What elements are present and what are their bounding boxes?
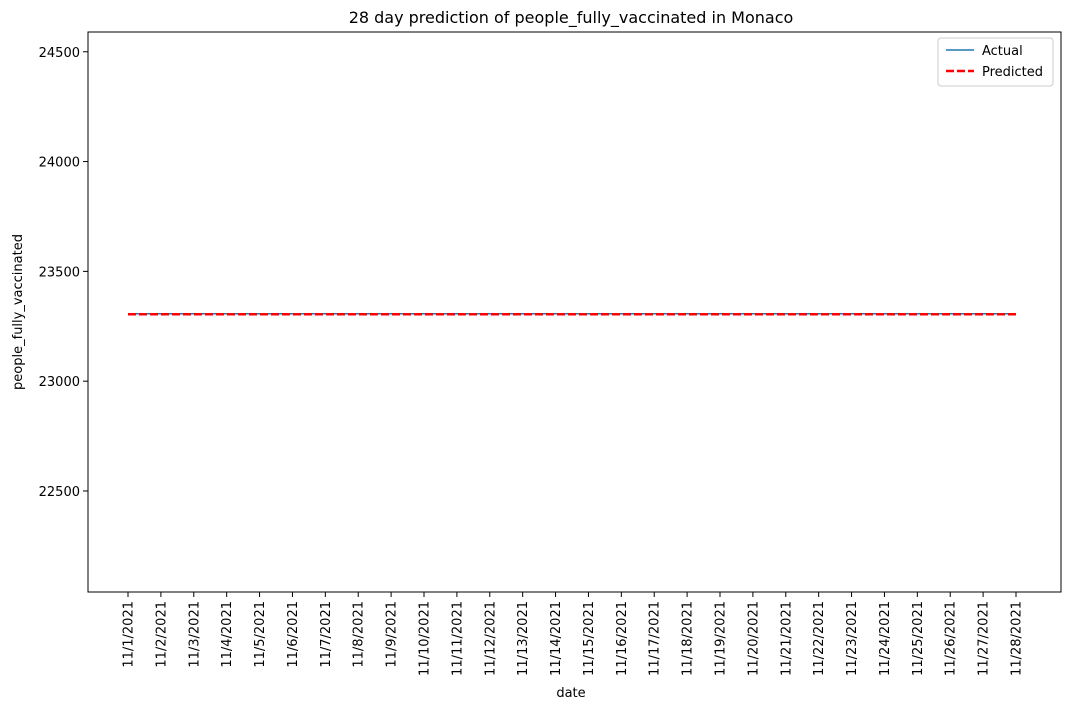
legend-actual-label: Actual <box>982 44 1023 59</box>
x-axis-label: date <box>556 686 585 701</box>
x-tick-label: 11/2/2021 <box>154 601 169 668</box>
x-tick-label: 11/5/2021 <box>253 601 268 668</box>
x-tick-label: 11/19/2021 <box>714 601 729 676</box>
x-tick-label: 11/18/2021 <box>681 601 696 676</box>
plot-frame <box>87 31 1062 593</box>
x-tick-label: 11/4/2021 <box>220 601 235 668</box>
x-tick-label: 11/16/2021 <box>615 601 630 676</box>
x-tick-label: 11/20/2021 <box>746 601 761 676</box>
x-tick-label: 11/7/2021 <box>319 601 334 668</box>
x-tick-label: 11/10/2021 <box>418 601 433 676</box>
x-tick-label: 11/3/2021 <box>187 601 202 668</box>
x-tick-label: 11/8/2021 <box>352 601 367 668</box>
x-tick-label: 11/15/2021 <box>582 601 597 676</box>
legend-predicted-label: Predicted <box>982 65 1043 80</box>
y-axis-label: people_fully_vaccinated <box>11 234 26 390</box>
legend: Actual Predicted <box>937 37 1054 87</box>
y-tick-label: 23000 <box>39 375 80 390</box>
x-tick-label: 11/21/2021 <box>779 601 794 676</box>
y-tick-label: 24500 <box>39 46 80 61</box>
x-tick-label: 11/6/2021 <box>286 601 301 668</box>
x-tick-label: 11/11/2021 <box>450 601 465 676</box>
x-tick-label: 11/1/2021 <box>122 601 137 668</box>
x-tick-label: 11/13/2021 <box>516 601 531 676</box>
x-tick-label: 11/25/2021 <box>911 601 926 676</box>
x-tick-label: 11/14/2021 <box>549 601 564 676</box>
x-tick-label: 11/26/2021 <box>944 601 959 676</box>
x-tick-label: 11/23/2021 <box>845 601 860 676</box>
axes: 22500 23000 23500 24000 24500 11/1/2021 11/2/2… <box>39 31 1062 676</box>
x-tick-label: 11/17/2021 <box>648 601 663 676</box>
y-tick-label: 22500 <box>39 485 80 500</box>
x-tick-label: 11/9/2021 <box>385 601 400 668</box>
chart-title: 28 day prediction of people_fully_vaccin… <box>349 8 794 28</box>
y-tick-label: 24000 <box>39 156 80 171</box>
x-tick-label: 11/22/2021 <box>812 601 827 676</box>
x-tick-label: 11/28/2021 <box>1010 601 1025 676</box>
x-tick-label: 11/24/2021 <box>878 601 893 676</box>
x-tick-label: 11/27/2021 <box>977 601 992 676</box>
x-tick-label: 11/12/2021 <box>483 601 498 676</box>
y-tick-label: 23500 <box>39 265 80 280</box>
